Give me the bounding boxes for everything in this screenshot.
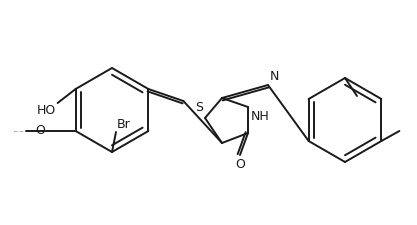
Text: O: O xyxy=(35,124,45,137)
Text: NH: NH xyxy=(251,110,270,123)
Text: O: O xyxy=(235,158,245,171)
Text: N: N xyxy=(270,70,279,83)
Text: Br: Br xyxy=(117,118,131,131)
Text: methoxy_label: methoxy_label xyxy=(14,130,25,132)
Text: HO: HO xyxy=(36,104,55,117)
Text: S: S xyxy=(195,101,203,114)
